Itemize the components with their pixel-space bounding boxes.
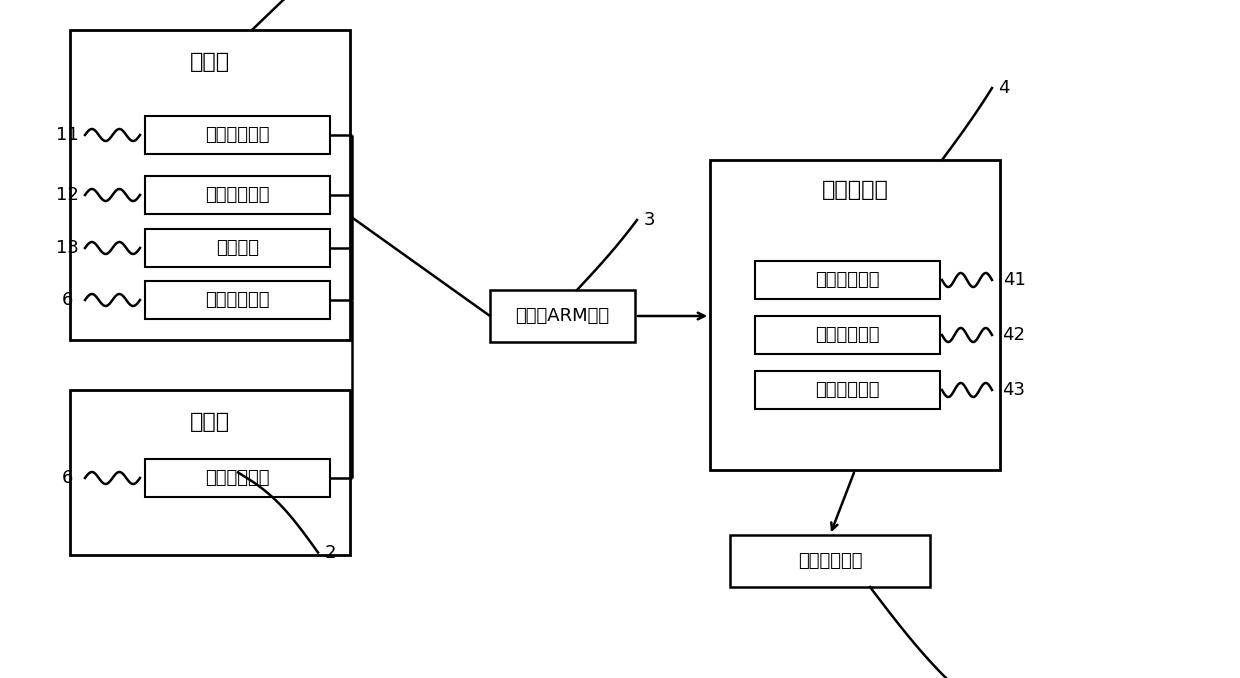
Text: 后台服务器: 后台服务器 [822,180,888,200]
Text: 通信模块: 通信模块 [216,239,259,257]
Text: 信息存储模块: 信息存储模块 [815,381,879,399]
Text: 智能门禁系统: 智能门禁系统 [797,552,862,570]
Bar [69,30,350,340]
Text: 2: 2 [324,544,336,561]
Bar [145,281,330,319]
Bar [755,316,940,354]
Text: 图像处理模块: 图像处理模块 [815,326,879,344]
Text: 人脸识别模块: 人脸识别模块 [206,186,270,204]
Text: 图像采集模块: 图像采集模块 [206,126,270,144]
Bar [145,459,330,497]
Text: 6: 6 [61,291,73,309]
Bar [145,229,330,267]
Bar [711,160,999,470]
Text: 41: 41 [1003,271,1025,289]
Bar [490,290,635,342]
Text: 43: 43 [1002,381,1025,399]
Bar [730,535,930,587]
Bar [755,371,940,409]
Text: 4: 4 [998,79,1009,97]
Text: 13: 13 [56,239,78,257]
Text: 摄像头: 摄像头 [190,412,231,432]
Text: 6: 6 [61,469,73,487]
Text: 42: 42 [1002,326,1025,344]
Bar [145,116,330,154]
Text: 图像接收模块: 图像接收模块 [815,271,879,289]
Text: 抓拍机: 抓拍机 [190,52,231,72]
Text: 嵌入式ARM平台: 嵌入式ARM平台 [516,307,610,325]
Text: 12: 12 [56,186,78,204]
Text: 11: 11 [56,126,78,144]
Text: 时钉判断模块: 时钉判断模块 [206,469,270,487]
Bar [145,176,330,214]
Text: 时钉判断模块: 时钉判断模块 [206,291,270,309]
Text: 3: 3 [644,211,655,229]
Bar [69,390,350,555]
Bar [755,261,940,299]
